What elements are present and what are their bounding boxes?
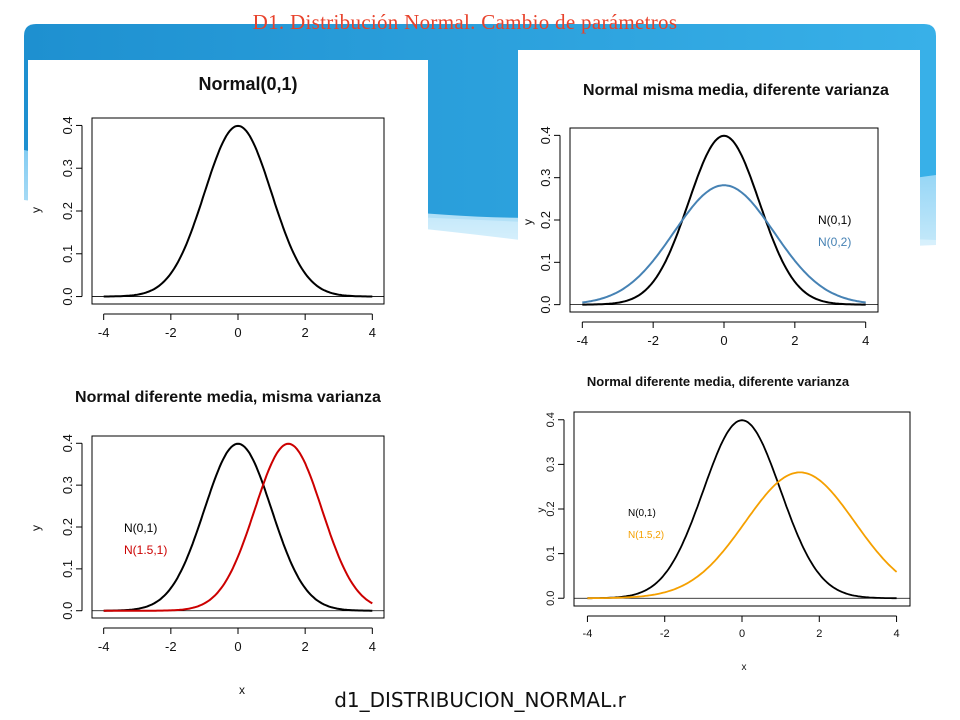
- x-tick-label: -4: [577, 333, 589, 348]
- x-tick-label: -2: [660, 628, 670, 640]
- y-tick-label: 0.0: [545, 591, 557, 606]
- plot-frame: [91, 117, 385, 305]
- legend-entry: N(1.5,1): [124, 543, 167, 557]
- x-tick-label: 2: [816, 628, 822, 640]
- legend-entry: N(0,1): [818, 213, 851, 227]
- x-tick-label: -4: [98, 639, 110, 654]
- series-line-n-0-1-: [587, 419, 897, 600]
- x-tick-label: -4: [583, 628, 593, 640]
- plot-frame: [573, 411, 911, 607]
- x-tick-label: 4: [862, 333, 869, 348]
- y-tick-label: 0.3: [538, 169, 553, 187]
- y-tick-label: 0.1: [545, 546, 557, 561]
- plot-frame: [569, 127, 879, 313]
- x-tick-label: 2: [302, 325, 309, 340]
- x-tick-label: 0: [234, 639, 241, 654]
- chart-diferente-media-diferente-varianza: Normal diferente media, diferente varian…: [536, 374, 911, 673]
- chart-title: Normal(0,1): [198, 74, 297, 94]
- y-tick-label: 0.2: [545, 501, 557, 516]
- y-tick-label: 0.1: [538, 253, 553, 271]
- slide-title: D1. Distribución Normal. Cambio de parám…: [252, 10, 678, 34]
- chart-panel-diferente-media-varianza: Normal diferente media, diferente varian…: [530, 370, 920, 690]
- y-tick-label: 0.4: [545, 412, 557, 427]
- chart-normal-0-1: Normal(0,1) -4 -2 0 2 4 0.0 0.1 0.2 0.3 0.4 y: [29, 74, 385, 340]
- y-tick-label: 0.1: [60, 245, 75, 263]
- x-tick-label: 4: [369, 325, 376, 340]
- y-tick-label: 0.0: [60, 288, 75, 306]
- legend-entry: N(0,2): [818, 235, 851, 249]
- chart-diferente-media-misma-varianza: Normal diferente media, misma varianza -4…: [29, 389, 385, 697]
- legend-entry: N(1.5,2): [628, 530, 664, 541]
- y-tick-label: 0.0: [538, 296, 553, 314]
- y-tick-label: 0.3: [60, 476, 75, 494]
- y-axis-label: y: [29, 525, 43, 531]
- x-tick-label: 0: [234, 325, 241, 340]
- y-tick-label: 0.3: [60, 159, 75, 177]
- chart-title: Normal diferente media, diferente varian…: [587, 374, 850, 389]
- series-line-n-0-1-: [582, 134, 866, 306]
- y-tick-label: 0.0: [60, 602, 75, 620]
- x-tick-label: -2: [165, 325, 177, 340]
- y-tick-label: 0.4: [60, 434, 75, 452]
- x-axis-label: x: [742, 662, 747, 673]
- x-axis-label: x: [239, 683, 245, 697]
- legend-entry: N(0,1): [124, 521, 157, 535]
- plot-frame: [91, 435, 385, 619]
- chart-title: Normal diferente media, misma varianza: [75, 389, 381, 406]
- chart-misma-media-diferente-varianza: Normal misma media, diferente varianza -4…: [521, 82, 889, 348]
- y-tick-label: 0.2: [60, 202, 75, 220]
- x-tick-label: 4: [893, 628, 899, 640]
- x-tick-label: -2: [647, 333, 659, 348]
- x-tick-label: 0: [739, 628, 745, 640]
- chart-panel-normal-0-1: Normal(0,1) -4 -2 0 2 4 0.0 0.1 0.2 0.3 0.4 y: [28, 60, 428, 380]
- series-line-n-0-1-: [103, 442, 373, 612]
- y-axis-label: y: [29, 207, 43, 213]
- x-tick-label: 2: [302, 639, 309, 654]
- series-line-n-1-5-2-: [587, 471, 898, 600]
- y-tick-label: 0.3: [545, 457, 557, 472]
- x-tick-label: 2: [791, 333, 798, 348]
- x-tick-label: 0: [720, 333, 727, 348]
- x-tick-label: 4: [369, 639, 376, 654]
- y-axis-label: y: [521, 219, 535, 225]
- series-line-n-1-5-1-: [103, 442, 373, 612]
- y-tick-label: 0.1: [60, 560, 75, 578]
- y-tick-label: 0.2: [538, 211, 553, 229]
- x-tick-label: -2: [165, 639, 177, 654]
- series-line-n-0-2-: [582, 184, 866, 304]
- y-tick-label: 0.4: [60, 116, 75, 134]
- chart-panel-misma-media: Normal misma media, diferente varianza -4…: [518, 50, 920, 360]
- y-tick-label: 0.2: [60, 518, 75, 536]
- series-line-normal: [103, 124, 373, 298]
- legend-entry: N(0,1): [628, 508, 656, 519]
- chart-title: Normal misma media, diferente varianza: [583, 82, 889, 99]
- y-axis-label: y: [536, 508, 547, 513]
- footer-filename: d1_DISTRIBUCION_NORMAL.r: [334, 688, 626, 712]
- x-tick-label: -4: [98, 325, 110, 340]
- y-tick-label: 0.4: [538, 126, 553, 144]
- chart-panel-diferente-media: Normal diferente media, misma varianza -4…: [28, 380, 428, 698]
